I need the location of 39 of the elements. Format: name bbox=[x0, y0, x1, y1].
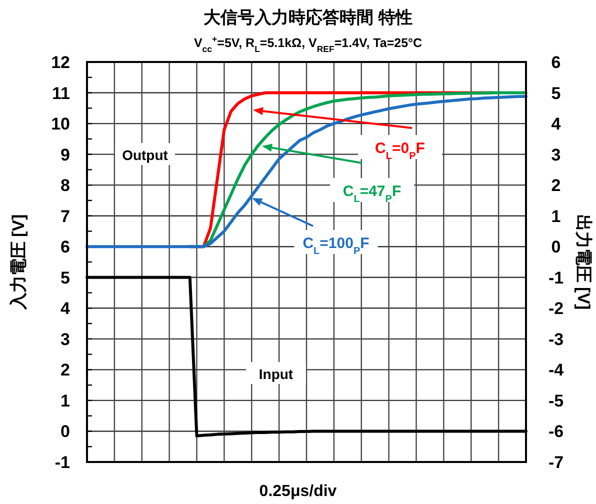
y-tick-label: 12 bbox=[51, 53, 70, 72]
line-series bbox=[86, 94, 528, 248]
y2-tick-label: 6 bbox=[551, 53, 561, 72]
y-tick-label: -1 bbox=[54, 453, 70, 472]
y2-tick-label: -3 bbox=[548, 330, 564, 349]
y2-tick-label: 3 bbox=[551, 145, 561, 164]
y2-tick-label: 0 bbox=[551, 238, 561, 257]
y-tick-label: 0 bbox=[60, 422, 70, 442]
chart-subtitle: V$_{cc}$$^{+}$=5V, R$_{L}$=5.1kΩ, V$_{REF}$=1.4V, Ta=25°C bbox=[194, 34, 422, 54]
text: C$_{L}$=100$_{P}$F bbox=[302, 235, 370, 256]
y-tick-label: 4 bbox=[60, 299, 71, 318]
y2-tick-label: -6 bbox=[548, 422, 564, 442]
y-tick-label: 8 bbox=[60, 176, 70, 196]
text: C$_{L}$=0$_{P}$F bbox=[375, 140, 425, 162]
y2-tick-label: 4 bbox=[551, 114, 562, 134]
y2-axis-title: 出力電圧 [V] bbox=[574, 214, 593, 310]
y2-tick-label: 5 bbox=[551, 84, 561, 103]
y-tick-label: 7 bbox=[60, 206, 70, 226]
annotation: Output bbox=[122, 147, 168, 163]
y2-tick-label: -4 bbox=[548, 360, 564, 380]
y-tick-label: 11 bbox=[52, 84, 70, 103]
y-axis-title: 入力電圧 [V] bbox=[9, 214, 28, 311]
x-axis-title: 0.25μs/div bbox=[259, 483, 337, 500]
y-tick-label: 5 bbox=[60, 268, 70, 288]
y2-tick-label: -7 bbox=[548, 453, 564, 472]
y2-tick-label: 1 bbox=[551, 206, 561, 226]
y2-tick-label: 2 bbox=[551, 176, 561, 196]
chart-title: 大信号入力時応答時間 特性 bbox=[204, 8, 412, 27]
y-tick-label: 10 bbox=[51, 114, 70, 134]
y-tick-label: 9 bbox=[60, 145, 70, 164]
y2-tick-label: -5 bbox=[548, 391, 564, 410]
y2-tick-label: -1 bbox=[548, 268, 564, 288]
y-tick-label: 3 bbox=[60, 330, 70, 349]
y2-tick-label: -2 bbox=[548, 299, 564, 318]
text: C$_{L}$=47$_{P}$F bbox=[342, 183, 402, 204]
y-tick-label: 2 bbox=[60, 360, 70, 380]
y-tick-label: 6 bbox=[60, 238, 70, 257]
annotation: Input bbox=[258, 366, 294, 382]
y-tick-label: 1 bbox=[60, 391, 70, 410]
